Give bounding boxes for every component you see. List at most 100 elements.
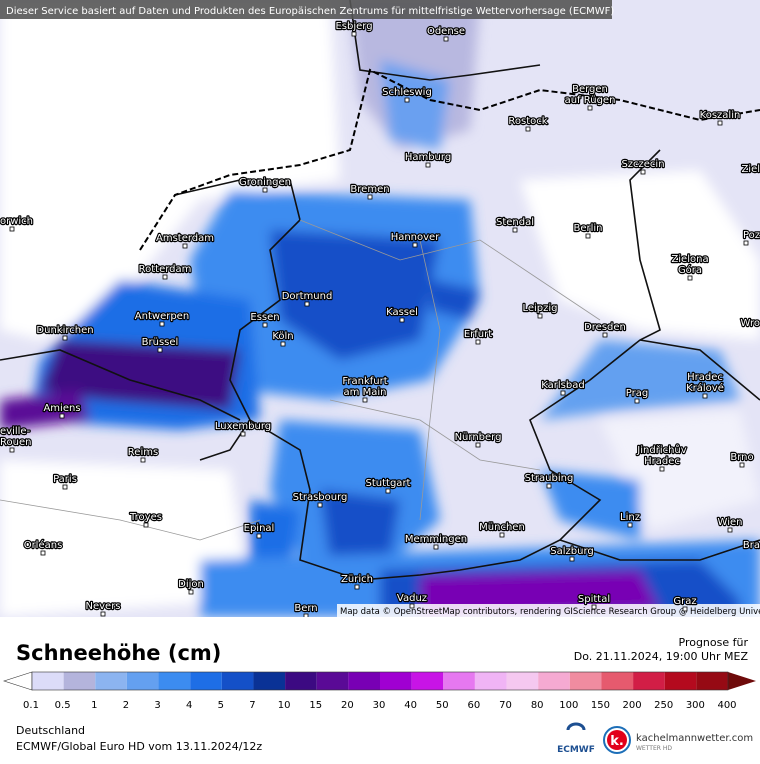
- city-label: Salzburg: [550, 546, 593, 557]
- legend-label: 250: [654, 700, 673, 711]
- color-box: [95, 672, 127, 690]
- color-box: [158, 672, 191, 690]
- city-dot: [743, 240, 749, 246]
- city-label: Vaduz: [397, 593, 427, 604]
- city-label: Dresden: [584, 322, 626, 333]
- city-label: Wro: [741, 318, 760, 329]
- city-label: Dijon: [178, 579, 204, 590]
- city-dot: [727, 527, 733, 533]
- city-label: Reims: [128, 447, 158, 458]
- city-dot: [739, 462, 745, 468]
- city-label: Nürnberg: [455, 432, 502, 443]
- notice-bar: [0, 0, 612, 19]
- city-label: München: [479, 522, 525, 533]
- city-label: Amsterdam: [156, 233, 214, 244]
- city-dot: [100, 611, 106, 617]
- color-box: [569, 672, 602, 690]
- city-label: Jindřichův: [636, 444, 686, 456]
- legend-label: 0.5: [55, 700, 71, 711]
- city-label: Paris: [53, 474, 77, 485]
- city-label: Ziel: [741, 164, 760, 175]
- color-box: [190, 672, 222, 690]
- city-dot: [62, 335, 68, 341]
- city-label: Poz: [743, 230, 760, 241]
- city-label: Góra: [678, 264, 702, 276]
- snow-fields: [0, 0, 760, 617]
- color-box: [348, 672, 380, 690]
- city-label: Epinal: [244, 523, 275, 534]
- city-dot: [443, 36, 449, 42]
- ecmwf-text: ECMWF: [557, 745, 595, 755]
- legend-label: 3: [154, 700, 160, 711]
- city-dot: [262, 322, 268, 328]
- city-dot: [659, 466, 665, 472]
- city-label: Linz: [620, 512, 640, 523]
- city-dot: [140, 457, 146, 463]
- color-box: [443, 672, 475, 690]
- city-dot: [159, 321, 165, 327]
- city-dot: [640, 169, 646, 175]
- city-dot: [569, 556, 575, 562]
- color-box: [506, 672, 539, 690]
- city-dot: [627, 522, 633, 528]
- ecmwf-logo: ECMWF: [557, 722, 595, 755]
- city-dot: [9, 226, 15, 232]
- attribution: Map data © OpenStreetMap contributors, r…: [340, 607, 760, 617]
- kachelmann-sub: WETTER HD: [636, 745, 672, 752]
- color-box: [63, 672, 96, 690]
- legend-label: 0.1: [23, 700, 39, 711]
- city-label: Brüssel: [142, 337, 179, 348]
- city-label: Zürich: [341, 574, 373, 585]
- forecast-label: Prognose für: [679, 636, 749, 649]
- city-dot: [512, 227, 518, 233]
- borders: [0, 0, 760, 581]
- city-dot: [256, 533, 262, 539]
- city-label: Brno: [730, 452, 753, 463]
- city-label: am Main: [344, 387, 387, 398]
- legend-label: 15: [309, 700, 322, 711]
- city-dot: [354, 584, 360, 590]
- legend-label: 4: [186, 700, 192, 711]
- color-box: [253, 672, 286, 690]
- city-label: Groningen: [239, 177, 291, 188]
- color-box: [380, 672, 412, 690]
- city-label: Hradec: [687, 372, 723, 383]
- city-dot: [188, 589, 194, 595]
- city-label: Essen: [250, 312, 279, 323]
- legend-label: 150: [591, 700, 610, 711]
- city-dot: [59, 413, 65, 419]
- color-box: [221, 672, 254, 690]
- city-label: Zielona: [671, 254, 708, 265]
- city-label: Erfurt: [464, 329, 492, 340]
- city-label: Graz: [673, 596, 696, 607]
- city-dot: [585, 233, 591, 239]
- legend-label: 10: [278, 700, 291, 711]
- city-label: Rotterdam: [139, 264, 192, 275]
- city-dot: [367, 194, 373, 200]
- city-label: auf Rügen: [565, 95, 616, 106]
- city-label: Köln: [272, 331, 293, 342]
- legend-label: 7: [249, 700, 255, 711]
- city-dot: [62, 484, 68, 490]
- region: Deutschland: [16, 724, 85, 737]
- city-dot: [475, 442, 481, 448]
- city-dot: [9, 447, 15, 453]
- city-label: Strasbourg: [293, 492, 348, 503]
- city-label: Berlin: [573, 223, 602, 234]
- city-label: Orléans: [24, 539, 63, 551]
- notice-text: Dieser Service basiert auf Daten und Pro…: [6, 6, 614, 17]
- city-dot: [525, 126, 531, 132]
- city-dot: [687, 275, 693, 281]
- city-dot: [143, 522, 149, 528]
- city-label: Kassel: [386, 307, 418, 318]
- city-dot: [499, 532, 505, 538]
- city-label: Hamburg: [405, 152, 451, 163]
- legend-label: 70: [499, 700, 512, 711]
- city-dot: [602, 332, 608, 338]
- city-label: orwich: [0, 216, 33, 227]
- city-label: Rouen: [0, 437, 31, 448]
- city-label: Hradec: [644, 456, 680, 467]
- city-dot: [399, 317, 405, 323]
